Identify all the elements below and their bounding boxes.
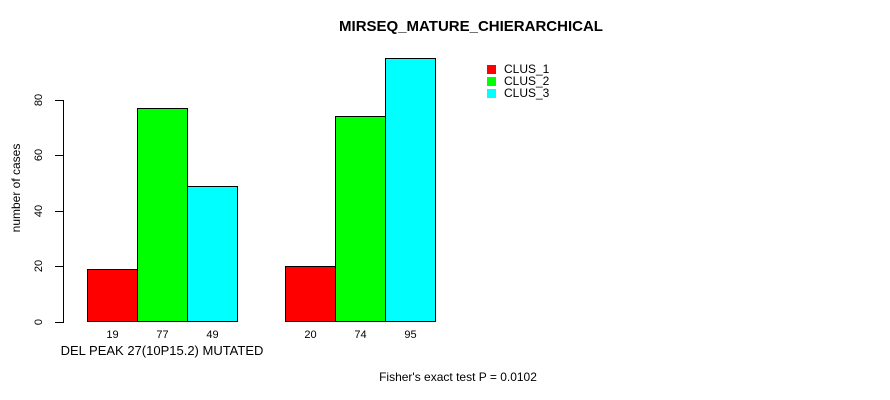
chart-title: MIRSEQ_MATURE_CHIERARCHICAL [339,18,603,35]
legend-swatch [487,88,496,98]
bar-clus_2-group1 [137,108,188,322]
y-axis-label: number of cases [9,143,23,233]
legend-label: CLUS_2 [504,74,550,88]
legend: CLUS_1 CLUS_2 CLUS_3 [487,63,549,99]
y-axis-tick-label: 20 [33,259,45,273]
y-axis-tick [55,211,63,212]
bar-value-label: 74 [354,329,367,341]
bar-value-label: 77 [156,329,169,341]
bar-value-label: 19 [106,329,119,341]
x-axis-label: DEL PEAK 27(10P15.2) MUTATED [60,343,264,358]
legend-label: CLUS_1 [504,62,550,76]
bar-clus_3-group1 [187,186,238,322]
y-axis-tick-label: 0 [33,318,45,326]
y-axis-tick-label: 60 [33,148,45,162]
y-axis-tick-label: 40 [33,204,45,218]
bar-clus_1-group2 [285,266,336,322]
y-axis-tick [55,100,63,101]
y-axis-tick [55,266,63,267]
legend-swatch [487,76,496,86]
y-axis-tick [55,155,63,156]
bar-clus_2-group2 [335,116,386,322]
y-axis-tick [55,322,63,323]
legend-item-clus_3: CLUS_3 [487,87,549,99]
legend-label: CLUS_3 [504,86,550,100]
legend-swatch [487,64,496,74]
legend-item-clus_1: CLUS_1 [487,63,549,75]
bar-value-label: 49 [206,329,219,341]
legend-item-clus_2: CLUS_2 [487,75,549,87]
stat-annotation: Fisher's exact test P = 0.0102 [379,370,537,384]
bar-clus_1-group1 [87,269,138,322]
y-axis-tick-label: 80 [33,93,45,107]
bar-clus_3-group2 [385,58,436,322]
bar-value-label: 20 [304,329,317,341]
y-axis-line [63,100,64,323]
bar-value-label: 95 [404,329,417,341]
